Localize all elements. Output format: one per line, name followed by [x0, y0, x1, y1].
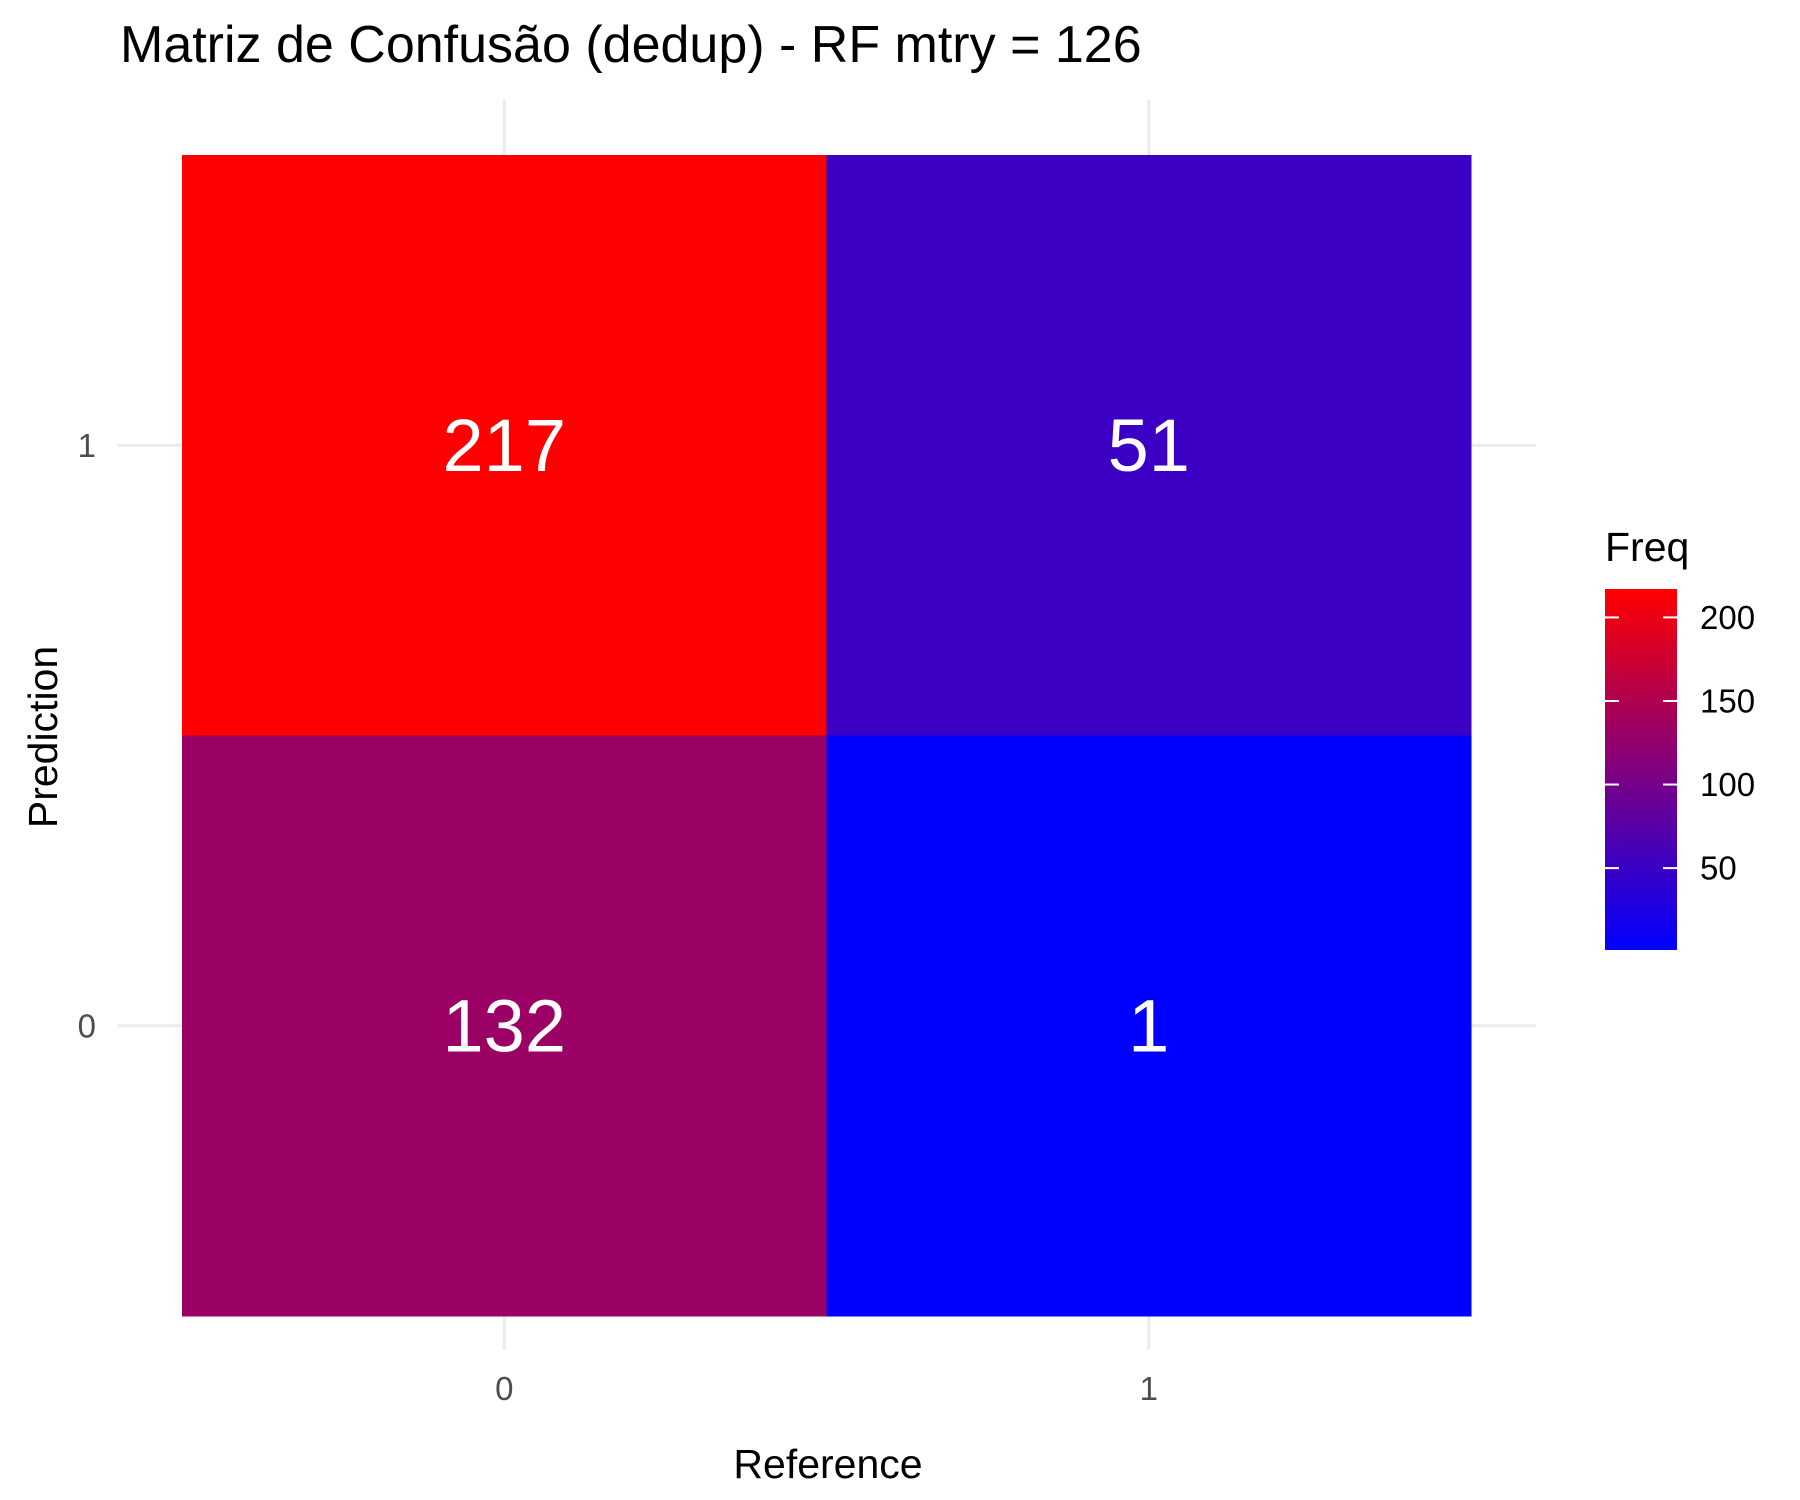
legend-tick-label-50: 50: [1700, 850, 1737, 887]
heatmap-cell-ref0-pred1: [182, 155, 827, 736]
y-axis-tick-labels: 01: [78, 427, 96, 1045]
legend-tick-label-200: 200: [1700, 599, 1755, 636]
heatmap-cell-ref1-pred0: [826, 735, 1472, 1317]
x-axis-title: Reference: [733, 1441, 922, 1487]
y-tick-label-1: 1: [78, 427, 96, 464]
heatmap-cells: [182, 155, 1472, 1317]
legend-ticks: 50 100 150 200: [1605, 599, 1755, 887]
cell-value-labels: 217 51 132 1: [443, 404, 1190, 1068]
chart-title: Matriz de Confusão (dedup) - RF mtry = 1…: [120, 16, 1142, 74]
y-tick-label-0: 0: [78, 1007, 96, 1044]
cell-value-label-ref1-pred1: 51: [1108, 404, 1190, 487]
x-tick-label-0: 0: [495, 1370, 513, 1407]
cell-value-label-ref0-pred0: 132: [443, 984, 566, 1067]
y-axis-title: Prediction: [20, 646, 66, 828]
x-tick-label-1: 1: [1140, 1370, 1158, 1407]
heatmap-cell-ref1-pred1: [826, 155, 1472, 736]
legend-title: Freq: [1605, 524, 1689, 570]
legend-colorbar: [1605, 589, 1677, 950]
legend-tick-label-150: 150: [1700, 682, 1755, 719]
cell-value-label-ref1-pred0: 1: [1128, 984, 1169, 1067]
heatmap-cell-ref0-pred0: [182, 735, 827, 1317]
legend-tick-label-100: 100: [1700, 766, 1755, 803]
cell-value-label-ref0-pred1: 217: [443, 404, 566, 487]
